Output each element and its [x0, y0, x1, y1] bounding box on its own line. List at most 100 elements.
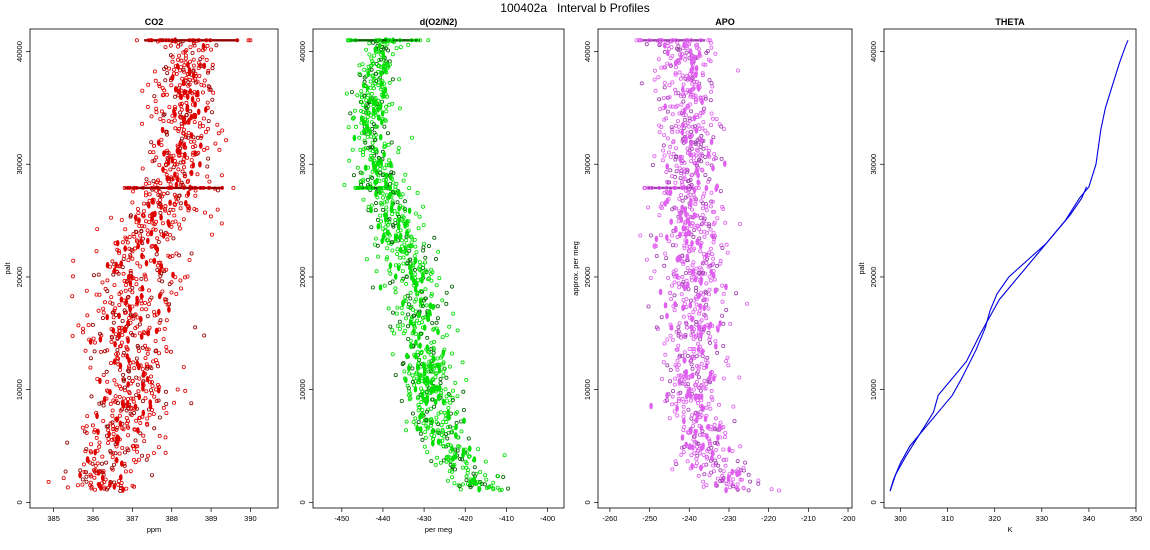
data-point — [94, 249, 99, 254]
data-point — [379, 185, 384, 190]
data-point — [678, 373, 683, 378]
data-point — [446, 454, 451, 459]
data-point — [370, 175, 375, 180]
data-point — [711, 463, 716, 468]
data-point — [372, 53, 377, 58]
data-point — [384, 109, 389, 114]
data-point — [435, 356, 440, 361]
data-point — [718, 468, 723, 473]
data-point — [432, 404, 437, 409]
data-point — [172, 400, 177, 405]
data-point — [110, 335, 115, 340]
data-point — [196, 66, 201, 71]
data-point — [128, 254, 133, 259]
data-point — [421, 223, 426, 228]
y-tick-label: 20000 — [869, 267, 878, 288]
data-point — [439, 355, 444, 360]
data-point — [396, 146, 401, 151]
data-cluster — [126, 274, 131, 281]
data-cluster — [678, 155, 682, 163]
data-point — [411, 263, 416, 268]
data-point — [136, 389, 141, 394]
data-point — [368, 79, 373, 84]
data-point — [670, 243, 675, 248]
panel-title: APO — [715, 17, 735, 27]
data-point — [434, 320, 439, 325]
data-point — [183, 49, 188, 54]
data-point — [121, 271, 126, 276]
data-point — [443, 387, 448, 392]
data-point — [158, 318, 163, 323]
data-cluster — [678, 212, 682, 219]
x-tick-label: -230 — [721, 514, 736, 523]
data-point — [75, 483, 80, 488]
data-point — [687, 244, 692, 249]
data-point — [362, 67, 367, 72]
data-point — [111, 320, 116, 325]
data-point — [132, 410, 137, 415]
data-point — [93, 487, 98, 492]
data-point — [137, 223, 142, 228]
data-point — [715, 216, 720, 221]
data-point — [109, 339, 114, 344]
data-point — [367, 41, 372, 46]
data-point — [423, 287, 428, 292]
data-point — [132, 427, 137, 432]
data-point — [403, 316, 408, 321]
data-point — [383, 185, 388, 190]
data-cluster — [184, 200, 188, 207]
data-cluster — [165, 175, 170, 182]
data-point — [703, 357, 708, 362]
data-point — [424, 303, 429, 308]
data-cluster — [195, 89, 200, 97]
data-point — [696, 375, 701, 380]
data-point — [707, 439, 712, 444]
data-point — [101, 403, 106, 408]
data-point — [676, 373, 681, 378]
data-point — [407, 371, 412, 376]
data-cluster — [388, 262, 393, 269]
data-point — [706, 306, 711, 311]
data-point — [420, 315, 425, 320]
data-cluster — [112, 267, 117, 274]
data-point — [410, 411, 415, 416]
data-cluster — [388, 191, 393, 198]
data-point — [116, 401, 121, 406]
data-point — [695, 45, 700, 50]
data-point — [445, 478, 450, 483]
data-point — [382, 212, 387, 217]
data-point — [156, 260, 161, 265]
data-point — [151, 450, 156, 455]
data-point — [181, 67, 186, 72]
data-point — [678, 176, 683, 181]
data-cluster — [682, 107, 687, 114]
data-point — [427, 359, 432, 364]
scatter-points — [342, 37, 511, 493]
data-point — [393, 217, 398, 222]
data-cluster — [152, 257, 157, 265]
data-point — [90, 423, 95, 428]
data-point — [367, 52, 372, 57]
data-point — [205, 70, 210, 75]
data-point — [106, 436, 111, 441]
data-point — [390, 189, 395, 194]
data-cluster — [698, 242, 703, 250]
data-point — [91, 273, 96, 278]
data-point — [205, 43, 210, 48]
data-point — [382, 200, 387, 205]
data-point — [140, 366, 145, 371]
data-point — [386, 48, 391, 53]
data-point — [374, 269, 379, 274]
data-cluster — [687, 229, 692, 237]
data-point — [707, 78, 712, 83]
data-point — [246, 38, 251, 43]
data-cluster — [126, 319, 130, 327]
data-point — [690, 366, 695, 371]
x-axis-label: ppm — [147, 525, 162, 534]
data-point — [652, 77, 657, 82]
data-point — [650, 162, 655, 167]
data-point — [169, 290, 174, 295]
data-point — [177, 53, 182, 58]
data-point — [151, 178, 156, 183]
data-point — [196, 97, 201, 102]
